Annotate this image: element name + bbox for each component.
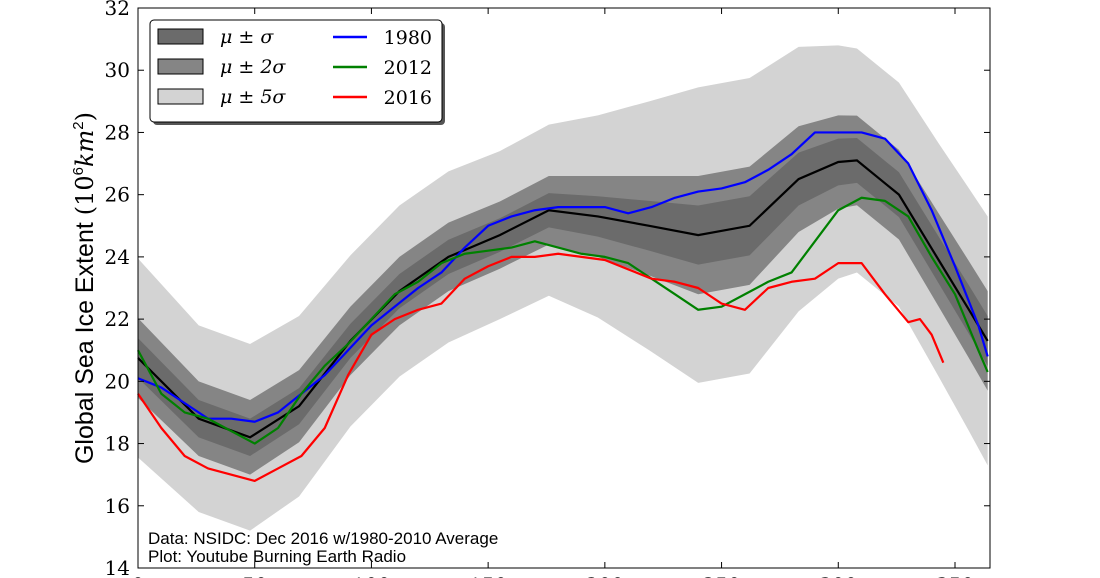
bands-layer	[138, 45, 988, 531]
x-tick-label: 100	[352, 573, 390, 578]
y-tick-label: 30	[105, 58, 130, 82]
series-line-1980	[137, 131, 989, 423]
x-tick-label: 50	[242, 573, 267, 578]
legend-swatch-band	[157, 28, 204, 45]
annotation-data-source: Data: NSIDC: Dec 2016 w/1980-2010 Averag…	[148, 529, 498, 548]
x-tick-label: 300	[819, 573, 857, 578]
y-tick-label: 26	[105, 183, 130, 207]
series-line-2016	[137, 252, 945, 482]
y-tick-label: 28	[105, 120, 130, 144]
x-tick-label: 150	[469, 573, 507, 578]
y-tick-label: 22	[105, 307, 130, 331]
legend-label-band: μ ± 5σ	[220, 86, 286, 108]
mean-line	[137, 159, 989, 439]
legend-label-band: μ ± 2σ	[220, 56, 286, 78]
legend-swatch-band	[157, 58, 204, 75]
y-tick-label: 20	[105, 369, 130, 393]
legend-label-series: 1980	[384, 27, 432, 49]
y-tick-label: 16	[105, 494, 130, 518]
x-tick-label: 250	[702, 573, 740, 578]
legend-box	[149, 19, 443, 123]
annotation-plot-credit: Plot: Youtube Burning Earth Radio	[148, 547, 406, 566]
lines-layer	[137, 131, 989, 482]
legend-label-band: μ ± σ	[220, 26, 274, 48]
legend-label-series: 2016	[384, 87, 432, 109]
y-tick-label: 24	[105, 245, 130, 269]
legend: μ ± σ μ ± 2σ μ ± 5σ 1980 2012 2016	[149, 19, 445, 125]
x-tick-label: 0	[132, 573, 145, 578]
series-line-2012	[137, 196, 989, 445]
legend-swatch-band	[157, 88, 204, 105]
axis-ticks: 14 16 18 20 22 24 26 28 30 32 0 50 100 150 200 250 300 35…	[105, 0, 990, 578]
legend-label-series: 2012	[384, 57, 432, 79]
x-tick-label: 350	[936, 573, 974, 578]
y-tick-label: 18	[105, 432, 130, 456]
plot-frame	[137, 7, 991, 569]
y-tick-label: 32	[105, 0, 130, 20]
y-axis-label: Global Sea Ice Extent (106km2)	[70, 112, 99, 464]
band-1-sigma	[138, 138, 988, 457]
y-tick-label: 14	[105, 556, 130, 578]
x-tick-label: 200	[586, 573, 624, 578]
